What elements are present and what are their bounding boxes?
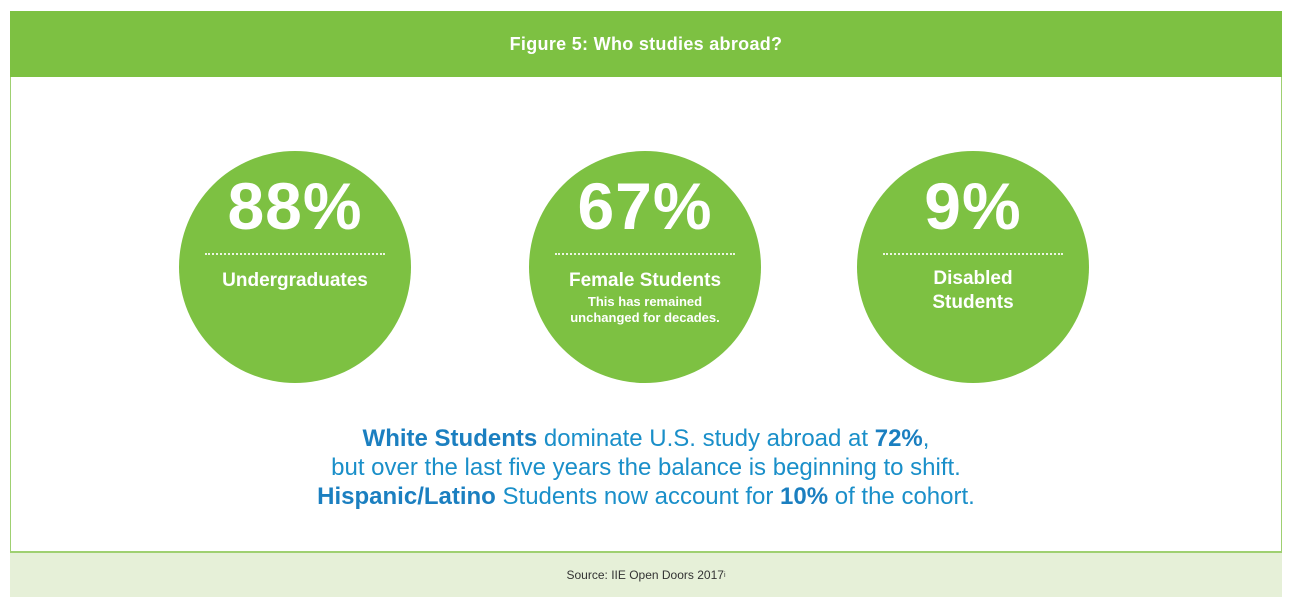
dotted-divider: [205, 253, 385, 255]
figure-title-bar: Figure 5: Who studies abroad?: [10, 11, 1282, 77]
summary-text-span: dominate U.S. study abroad at: [537, 425, 875, 452]
stat-circle-undergraduates: 88% Undergraduates: [179, 151, 411, 383]
summary-text-span: of the cohort.: [828, 483, 975, 510]
summary-line-2: but over the last five years the balance…: [331, 454, 961, 481]
dotted-divider: [883, 253, 1063, 255]
stat-label: Disabled Students: [932, 268, 1014, 313]
summary-text-span: Students now account for: [495, 483, 781, 510]
stat-note: This has remained unchanged for decades.: [570, 294, 720, 325]
stat-value: 9%: [924, 169, 1022, 243]
summary-white-value: 72%: [874, 425, 923, 452]
summary-hispanic-latino: Hispanic/Latino: [317, 483, 496, 510]
footnote-mark: i: [723, 571, 726, 579]
stat-circle-female-students: 67% Female Students This has remained un…: [529, 151, 761, 383]
figure-frame: [10, 11, 1282, 597]
stat-value: 67%: [577, 169, 713, 243]
summary-hispanic-value: 10%: [780, 483, 829, 510]
footer-divider: [10, 551, 1282, 553]
summary-line-1: White Students dominate U.S. study abroa…: [10, 424, 1282, 453]
stat-circle-disabled-students: 9% Disabled Students: [857, 151, 1089, 383]
dotted-divider: [555, 253, 735, 255]
source-text: Source: IIE Open Doors 2017: [566, 568, 724, 582]
source-footer: Source: IIE Open Doors 2017 i: [10, 553, 1282, 597]
figure-title: Figure 5: Who studies abroad?: [509, 33, 783, 54]
summary-white-students: White Students: [362, 425, 538, 452]
summary-text: White Students dominate U.S. study abroa…: [10, 424, 1282, 511]
summary-line-3: Hispanic/Latino Students now account for…: [10, 482, 1282, 511]
stat-label: Female Students: [568, 270, 722, 291]
stat-value: 88%: [227, 169, 363, 243]
summary-text-span: ,: [922, 425, 930, 452]
stat-label: Undergraduates: [222, 270, 368, 291]
